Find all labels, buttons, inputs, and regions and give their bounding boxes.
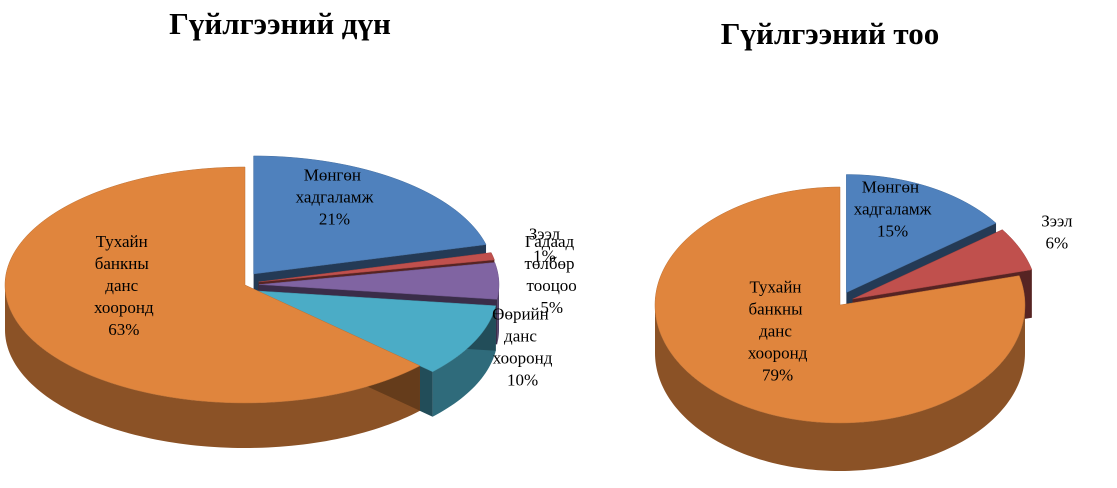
slice: [852, 229, 1033, 300]
slice: [257, 290, 497, 373]
chart-title: Гүйлгээний тоо: [721, 16, 940, 51]
slice-side: [655, 305, 1025, 471]
data-label: Тухайн банкны данс хооронд: [94, 232, 154, 317]
slice: [654, 186, 1026, 424]
data-label-value: 1%: [533, 247, 556, 266]
data-label-value: 5%: [540, 298, 563, 317]
data-label-value: 21%: [319, 210, 350, 229]
data-label: Гадаад төлбөр тооцоо: [524, 232, 578, 295]
slice-side: [432, 305, 496, 417]
data-label-value: 79%: [762, 365, 793, 384]
data-label-value: 6%: [1046, 234, 1069, 253]
pie: Мөнгөн хадгаламж 15% Зээл 6% Тухайн банкны д…: [654, 174, 1073, 471]
pie: Мөнгөн хадгаламж 21% Зээл 1%Гадаад төлбөр т…: [4, 155, 579, 448]
data-label: Мөнгөн хадгаламж: [296, 166, 374, 207]
data-label: Өөрийн данс хооронд: [492, 304, 553, 367]
slice: [258, 252, 495, 283]
slice: [4, 166, 421, 404]
data-label-value: 63%: [108, 320, 139, 339]
data-label: Зээл: [529, 225, 561, 244]
data-label: Мөнгөн хадгаламж: [854, 178, 932, 219]
data-label: Тухайн банкны данс хооронд: [748, 277, 808, 362]
data-label-value: 10%: [507, 370, 538, 389]
slice: [253, 155, 487, 275]
chart-title: Гүйлгээний дүн: [169, 6, 391, 41]
slice-side: [497, 284, 499, 345]
data-label: Зээл: [1041, 212, 1073, 231]
slice-side: [5, 285, 420, 448]
data-label-value: 15%: [877, 222, 908, 241]
slice: [258, 262, 500, 300]
slice: [846, 174, 997, 293]
